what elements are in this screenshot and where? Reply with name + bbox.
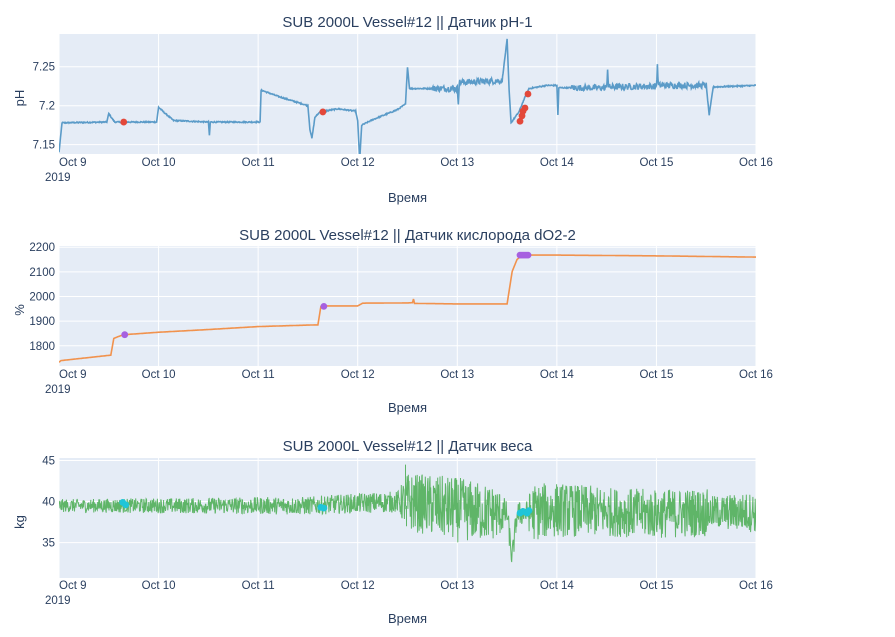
data-point-marker [120,118,128,126]
x-tick-label: Oct 10 [142,580,176,592]
y-tick-label: 1800 [29,341,55,353]
chart-title: SUB 2000L Vessel#12 || Датчик pH-1 [282,14,532,31]
x-axis-label: Время [388,190,427,205]
x-tick-label: Oct 12 [341,369,375,381]
x-tick-label: Oct 12 [341,580,375,592]
x-tick-label: Oct 16 [739,580,773,592]
data-point-marker [524,90,532,98]
x-axis-label: Время [388,611,427,626]
data-point-marker [320,302,328,310]
chart-title: SUB 2000L Vessel#12 || Датчик веса [283,438,533,455]
data-point-marker [521,104,529,112]
x-tick-label: Oct 14 [540,580,574,592]
y-axis-label: kg [12,515,27,529]
y-tick-label: 2200 [29,242,55,254]
chart-panel-1: Oct 9 2019 Oct 10 Oct 11 Oct 12 Oct 13 Oct 14 O… [12,14,773,205]
x-tick-label: Oct 15 [639,580,673,592]
x-tick-label: Oct 14 [540,157,574,169]
y-tick-label: 7.15 [33,140,55,152]
x-tick-label: Oct 9 [59,157,86,169]
x-tick-label: Oct 9 [59,369,86,381]
x-tick-label: Oct 9 [59,580,86,592]
x-axis-label: Время [388,400,427,415]
data-point-marker [516,117,524,125]
x-tick-label: Oct 10 [142,369,176,381]
x-tick-label: Oct 10 [142,157,176,169]
x-tick-label: Oct 11 [242,157,275,169]
series-line [59,254,756,363]
series-line [59,464,756,563]
y-tick-label: 2100 [29,267,55,279]
y-tick-label: 35 [42,538,55,550]
x-tick-label: Oct 13 [440,157,474,169]
x-tick-label: Oct 16 [739,369,773,381]
chart-panel-3: Oct 9 2019 Oct 10 Oct 11 Oct 12 Oct 13 Oct 14 O… [12,438,773,626]
data-point-marker [524,251,532,259]
x-tick-label: Oct 13 [440,369,474,381]
x-tick-label: Oct 14 [540,369,574,381]
data-point-marker [319,108,327,116]
y-tick-label: 2000 [29,292,55,304]
y-tick-label: 40 [42,497,55,509]
y-axis-label: pH [12,90,27,107]
data-point-marker [525,507,533,515]
x-tick-label: Oct 15 [639,157,673,169]
x-tick-sublabel: 2019 [45,384,71,396]
plot-area [59,246,756,366]
x-tick-sublabel: 2019 [45,595,71,607]
chart-panel-2: Oct 9 2019 Oct 10 Oct 11 Oct 12 Oct 13 Oct 14 O… [12,227,773,415]
x-tick-label: Oct 16 [739,157,773,169]
x-tick-label: Oct 11 [242,580,275,592]
x-tick-label: Oct 11 [242,369,275,381]
x-tick-label: Oct 12 [341,157,375,169]
plot-area [59,34,756,154]
x-tick-sublabel: 2019 [45,172,71,184]
data-point-marker [122,501,130,509]
y-axis-label: % [12,304,27,316]
y-tick-label: 1900 [29,316,55,328]
x-tick-label: Oct 15 [639,369,673,381]
series-line [59,38,756,154]
data-point-marker [121,331,129,339]
y-tick-label: 7.25 [33,62,55,74]
y-tick-label: 7.2 [39,101,55,113]
x-tick-label: Oct 13 [440,580,474,592]
data-point-marker [320,504,328,512]
chart-title: SUB 2000L Vessel#12 || Датчик кислорода … [239,227,576,244]
y-tick-label: 45 [42,455,55,467]
